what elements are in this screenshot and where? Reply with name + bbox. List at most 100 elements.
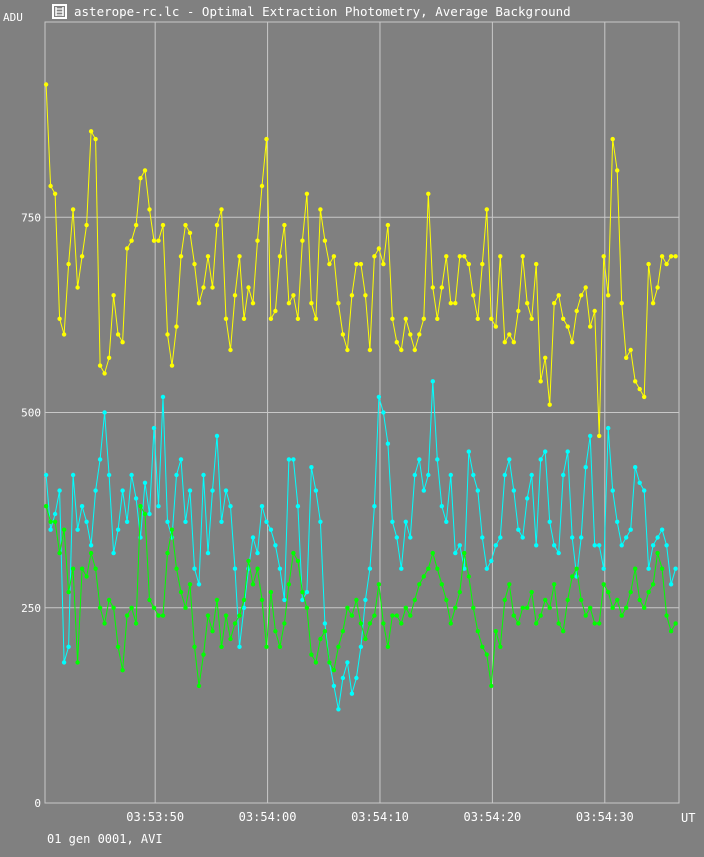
data-point — [115, 644, 121, 649]
data-point — [457, 543, 462, 548]
data-point — [646, 566, 651, 571]
data-point — [606, 589, 611, 595]
data-point — [228, 347, 233, 353]
x-axis-label: UT — [681, 811, 696, 825]
data-point — [214, 597, 220, 603]
data-point — [444, 254, 449, 259]
data-point — [75, 660, 80, 665]
data-point — [178, 589, 184, 595]
data-point — [142, 480, 148, 485]
data-point — [642, 394, 647, 400]
data-point — [318, 207, 323, 212]
data-point — [88, 129, 94, 134]
data-point — [286, 301, 292, 306]
data-point — [489, 558, 494, 564]
data-point — [142, 511, 148, 517]
data-point — [403, 316, 408, 321]
data-point — [516, 308, 521, 314]
data-point — [79, 504, 85, 509]
data-point — [525, 301, 530, 306]
data-point — [124, 613, 130, 618]
data-point — [358, 261, 364, 267]
data-point — [484, 566, 489, 571]
series-line — [45, 381, 677, 710]
data-point — [327, 660, 332, 665]
data-point — [381, 261, 386, 267]
data-point — [493, 629, 498, 634]
data-point — [291, 293, 296, 298]
data-point — [426, 472, 431, 478]
data-point — [399, 621, 404, 626]
data-point — [151, 425, 157, 431]
data-point — [66, 644, 71, 649]
data-point — [183, 222, 188, 228]
data-point — [408, 332, 413, 337]
data-point — [282, 597, 287, 603]
data-point — [61, 332, 67, 337]
data-point — [304, 605, 310, 610]
data-point — [516, 621, 521, 626]
data-point — [48, 183, 53, 189]
data-point — [106, 472, 112, 478]
data-point — [363, 636, 368, 642]
data-point — [255, 550, 260, 556]
data-point — [322, 238, 328, 243]
data-point — [502, 597, 507, 603]
data-point — [547, 605, 552, 610]
data-point — [574, 308, 579, 314]
data-point — [300, 597, 305, 603]
data-point — [48, 527, 53, 532]
data-point — [529, 472, 534, 478]
data-point — [646, 261, 651, 267]
data-point — [273, 308, 278, 314]
data-point — [520, 535, 525, 540]
data-point — [453, 605, 458, 610]
data-point — [390, 519, 395, 524]
data-point — [507, 457, 512, 462]
data-point — [156, 238, 161, 243]
data-point — [345, 660, 350, 665]
data-point — [358, 644, 364, 649]
data-point — [633, 379, 638, 384]
data-point — [43, 82, 49, 87]
data-point — [601, 582, 606, 587]
data-point — [462, 566, 467, 571]
data-point — [668, 629, 674, 634]
data-point — [178, 254, 184, 259]
data-point — [313, 316, 319, 321]
data-point — [277, 644, 283, 649]
data-point — [624, 605, 629, 610]
data-point — [385, 441, 391, 446]
data-point — [493, 324, 498, 329]
data-point — [372, 254, 377, 259]
data-point — [583, 465, 588, 470]
data-point — [340, 629, 346, 634]
data-point — [637, 386, 642, 392]
data-point — [399, 566, 404, 571]
data-point — [457, 254, 462, 259]
data-point — [111, 550, 116, 556]
data-point — [354, 597, 359, 603]
data-point — [358, 621, 364, 626]
data-point — [565, 324, 570, 329]
data-point — [511, 613, 516, 618]
data-point — [633, 465, 638, 470]
data-point — [394, 340, 399, 345]
data-point — [79, 254, 85, 259]
data-point — [192, 566, 197, 571]
data-point — [475, 629, 480, 634]
data-point — [471, 472, 476, 478]
data-point — [174, 472, 179, 478]
data-point — [93, 566, 98, 571]
data-point — [111, 605, 116, 610]
data-point — [129, 605, 134, 610]
data-point — [448, 301, 453, 306]
data-point — [102, 410, 107, 415]
data-point — [615, 168, 620, 173]
data-point — [399, 347, 404, 353]
data-point — [664, 261, 669, 267]
data-point — [372, 504, 377, 509]
data-point — [511, 340, 516, 345]
data-point — [187, 488, 193, 493]
data-point — [457, 589, 462, 595]
